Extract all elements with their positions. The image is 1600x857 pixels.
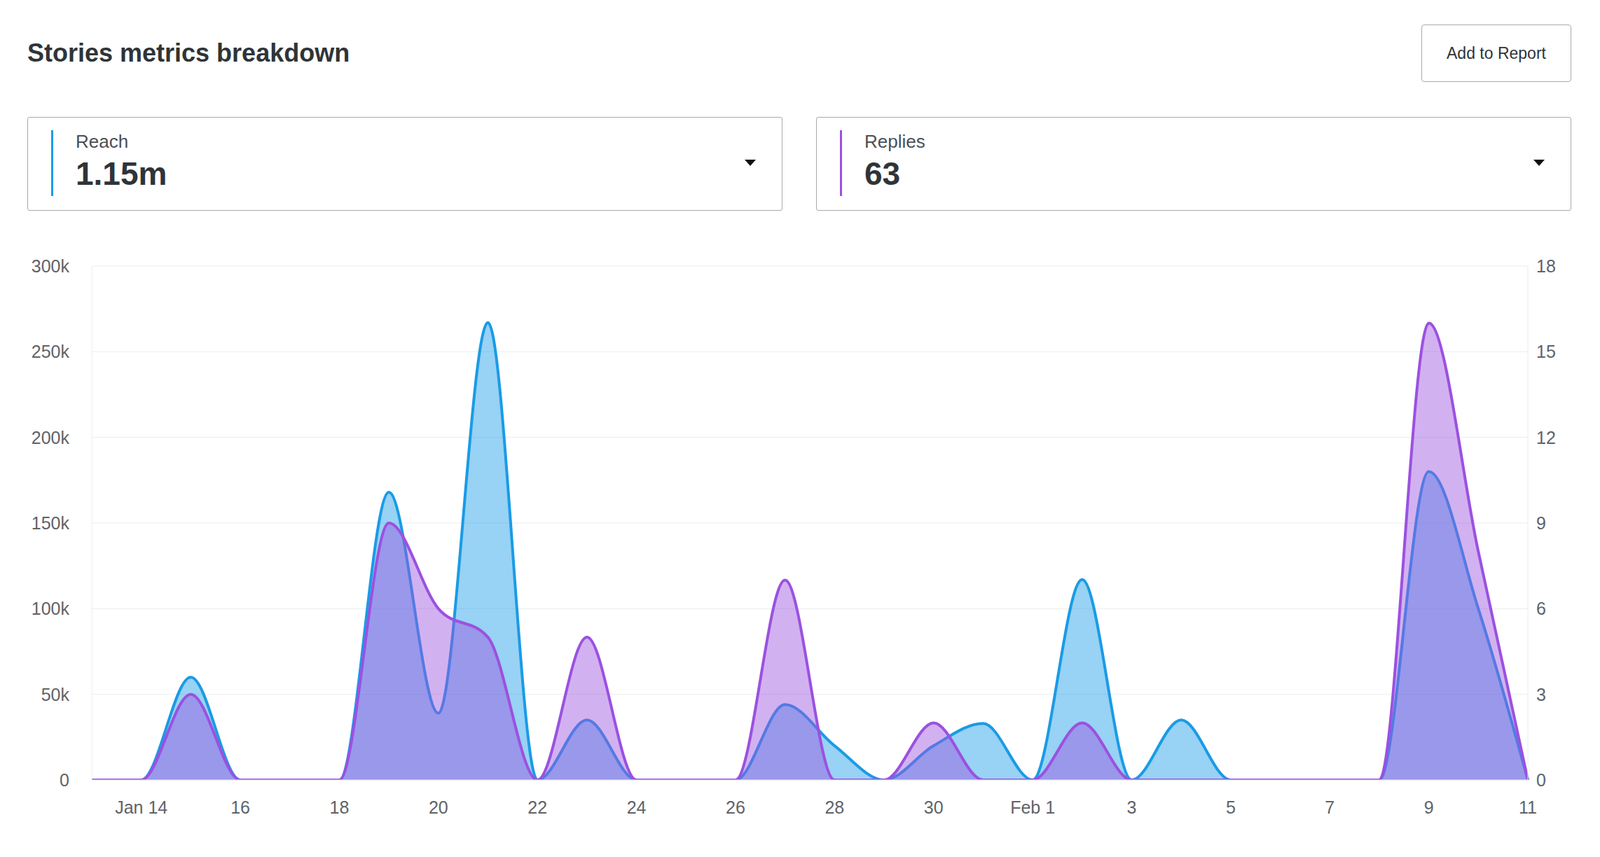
svg-text:100k: 100k — [31, 598, 71, 619]
svg-text:9: 9 — [1536, 513, 1547, 534]
svg-text:Jan 14: Jan 14 — [114, 797, 168, 818]
svg-text:150k: 150k — [31, 513, 71, 534]
svg-text:3: 3 — [1127, 797, 1137, 818]
html-text:Stories metrics breakdown: Stories metrics breakdown — [27, 38, 350, 68]
svg-text:12: 12 — [1536, 428, 1556, 448]
svg-text:200k: 200k — [31, 428, 71, 448]
svg-text:7: 7 — [1324, 797, 1335, 818]
html-text:63: 63 — [864, 155, 901, 192]
html-text:1.15m: 1.15m — [75, 155, 168, 192]
svg-text:20: 20 — [428, 797, 449, 818]
svg-text:3: 3 — [1536, 685, 1547, 705]
html-text:Add to Report: Add to Report — [1446, 43, 1547, 62]
svg-text:9: 9 — [1424, 797, 1434, 818]
svg-text:18: 18 — [1536, 256, 1556, 277]
svg-text:0: 0 — [1536, 770, 1547, 791]
svg-text:18: 18 — [329, 797, 350, 818]
svg-text:250k: 250k — [31, 341, 71, 362]
svg-text:15: 15 — [1536, 341, 1556, 362]
svg-text:26: 26 — [725, 797, 746, 818]
html-text:Reach: Reach — [75, 130, 129, 153]
svg-text:0: 0 — [59, 770, 70, 791]
svg-text:24: 24 — [626, 797, 647, 818]
svg-text:6: 6 — [1536, 598, 1547, 619]
svg-text:300k: 300k — [31, 256, 71, 277]
svg-text:22: 22 — [527, 797, 548, 818]
svg-text:5: 5 — [1225, 797, 1236, 818]
svg-text:Feb 1: Feb 1 — [1010, 797, 1055, 818]
svg-text:16: 16 — [230, 797, 251, 818]
svg-text:11: 11 — [1518, 797, 1537, 818]
html-text:Replies: Replies — [864, 130, 926, 153]
svg-text:30: 30 — [923, 797, 944, 818]
svg-text:50k: 50k — [41, 685, 71, 705]
svg-text:28: 28 — [824, 797, 845, 818]
